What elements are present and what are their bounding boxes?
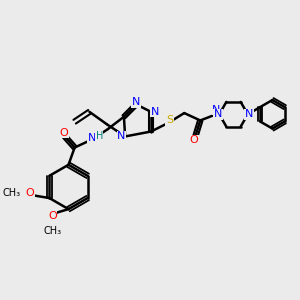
Text: N: N [132,97,140,107]
Text: N: N [245,109,253,119]
Text: H: H [96,131,103,141]
Text: N: N [88,133,96,143]
Text: O: O [26,188,34,198]
Text: O: O [59,128,68,138]
Text: O: O [48,212,57,221]
Text: N: N [214,109,222,119]
Text: CH₃: CH₃ [3,188,21,198]
Text: O: O [190,135,199,145]
Text: S: S [166,115,173,125]
Text: CH₃: CH₃ [44,226,62,236]
Text: N: N [151,107,159,117]
Text: N: N [212,105,220,115]
Text: N: N [117,131,126,142]
